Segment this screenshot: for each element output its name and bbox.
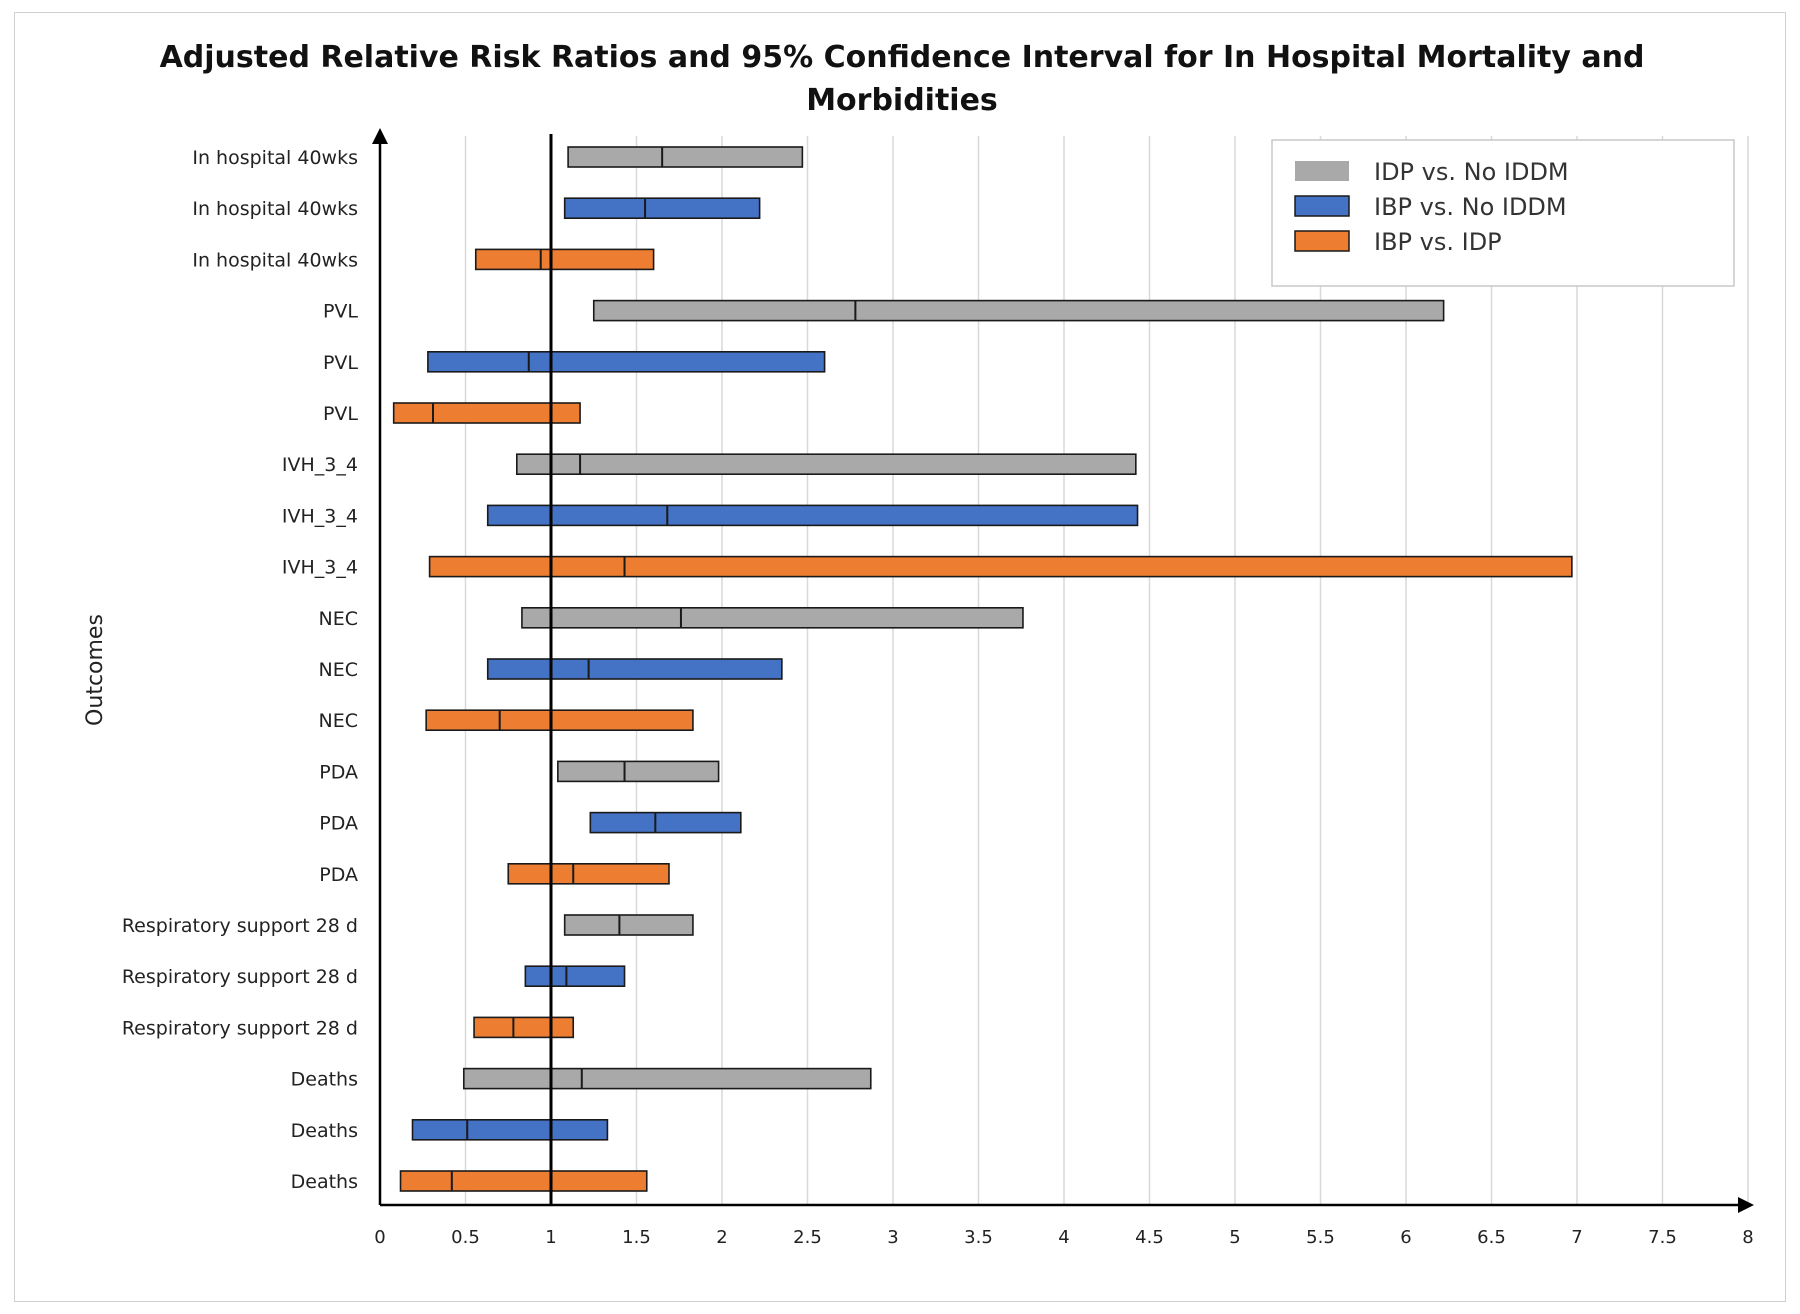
interval-bar [399, 1170, 648, 1192]
legend-label: IDP vs. No IDDM [1374, 158, 1569, 186]
chart-axes [372, 128, 1754, 1213]
interval-bar [428, 555, 1573, 578]
y-category-label: PDA [319, 864, 358, 886]
chart-title-line-2: Morbidities [806, 83, 998, 118]
y-category-label: NEC [319, 608, 358, 630]
interval-bar [507, 862, 670, 885]
interval-bar [521, 606, 1024, 629]
chart-frame [14, 12, 1786, 1302]
y-category-label: NEC [319, 659, 358, 681]
legend-swatch [1294, 230, 1350, 252]
interval-bar [462, 1067, 872, 1090]
y-category-label: Deaths [291, 1069, 358, 1091]
x-axis-tick-labels: 0 0.5 1 1.5 2 2.5 3 3.5 4 4.5 5 5.5 6 6.5 7 7.5 8 [374, 1227, 1753, 1248]
y-category-label: In hospital 40wks [192, 147, 358, 169]
interval-bar [411, 1119, 609, 1141]
y-category-label: Deaths [291, 1171, 358, 1193]
chart-title: Adjusted Relative Risk Ratios and 95% Co… [160, 40, 1645, 118]
y-category-label: Respiratory support 28 d [122, 966, 358, 988]
y-category-label: PDA [319, 761, 358, 783]
interval-bar [425, 709, 694, 732]
interval-bars [392, 146, 1573, 1192]
y-category-label: IVH_3_4 [282, 454, 358, 476]
interval-bar [427, 350, 826, 373]
x-tick-label: 8 [1742, 1227, 1753, 1248]
interval-bar [563, 914, 694, 936]
x-tick-label: 5 [1229, 1227, 1240, 1248]
y-category-label: PDA [319, 813, 358, 835]
interval-bar [474, 248, 655, 271]
legend-label: IBP vs. IDP [1374, 228, 1502, 256]
y-category-label: Deaths [291, 1120, 358, 1142]
y-category-label: In hospital 40wks [192, 249, 358, 271]
interval-bar [589, 811, 742, 834]
legend-swatch [1295, 161, 1349, 181]
x-tick-label: 6.5 [1477, 1227, 1506, 1248]
y-axis-label: Outcomes [83, 614, 108, 726]
x-tick-label: 6 [1400, 1227, 1411, 1248]
y-category-label: Respiratory support 28 d [122, 915, 358, 937]
x-tick-label: 3 [887, 1227, 898, 1248]
legend-label: IBP vs. No IDDM [1374, 193, 1567, 221]
y-category-label: Respiratory support 28 d [122, 1017, 358, 1039]
interval-bar [557, 760, 720, 783]
interval-bar [486, 504, 1139, 527]
interval-bar [567, 146, 804, 168]
legend-swatch [1294, 195, 1350, 217]
x-tick-label: 7 [1571, 1227, 1582, 1248]
x-axis-arrow [1738, 1197, 1754, 1213]
y-category-label: PVL [323, 352, 358, 374]
x-tick-label: 2.5 [793, 1227, 822, 1248]
interval-bar [473, 1016, 575, 1039]
x-tick-label: 1 [545, 1227, 556, 1248]
y-axis-category-labels: In hospital 40wks In hospital 40wks In hos… [122, 147, 359, 1193]
interval-bar [392, 402, 581, 424]
x-tick-label: 5.5 [1306, 1227, 1335, 1248]
x-tick-label: 0.5 [451, 1227, 480, 1248]
y-category-label: IVH_3_4 [282, 557, 358, 579]
x-tick-label: 4 [1058, 1227, 1069, 1248]
y-category-label: IVH_3_4 [282, 505, 358, 527]
interval-bar [524, 965, 626, 988]
interval-bar [592, 299, 1445, 322]
x-tick-label: 7.5 [1648, 1227, 1677, 1248]
interval-bar [563, 197, 761, 219]
interval-bar [486, 658, 783, 680]
chart-title-line-1: Adjusted Relative Risk Ratios and 95% Co… [160, 40, 1645, 75]
y-category-label: NEC [319, 710, 358, 732]
y-category-label: PVL [323, 403, 358, 425]
x-tick-label: 2 [716, 1227, 727, 1248]
chart-legend: IDP vs. No IDDM IBP vs. No IDDM IBP vs. ID… [1271, 139, 1735, 287]
y-axis-arrow [372, 128, 388, 144]
y-category-label: PVL [323, 301, 358, 323]
x-tick-label: 1.5 [622, 1227, 651, 1248]
x-tick-label: 4.5 [1135, 1227, 1164, 1248]
y-category-label: In hospital 40wks [192, 198, 358, 220]
x-tick-label: 0 [374, 1227, 385, 1248]
interval-bar [515, 453, 1137, 476]
x-tick-label: 3.5 [964, 1227, 993, 1248]
